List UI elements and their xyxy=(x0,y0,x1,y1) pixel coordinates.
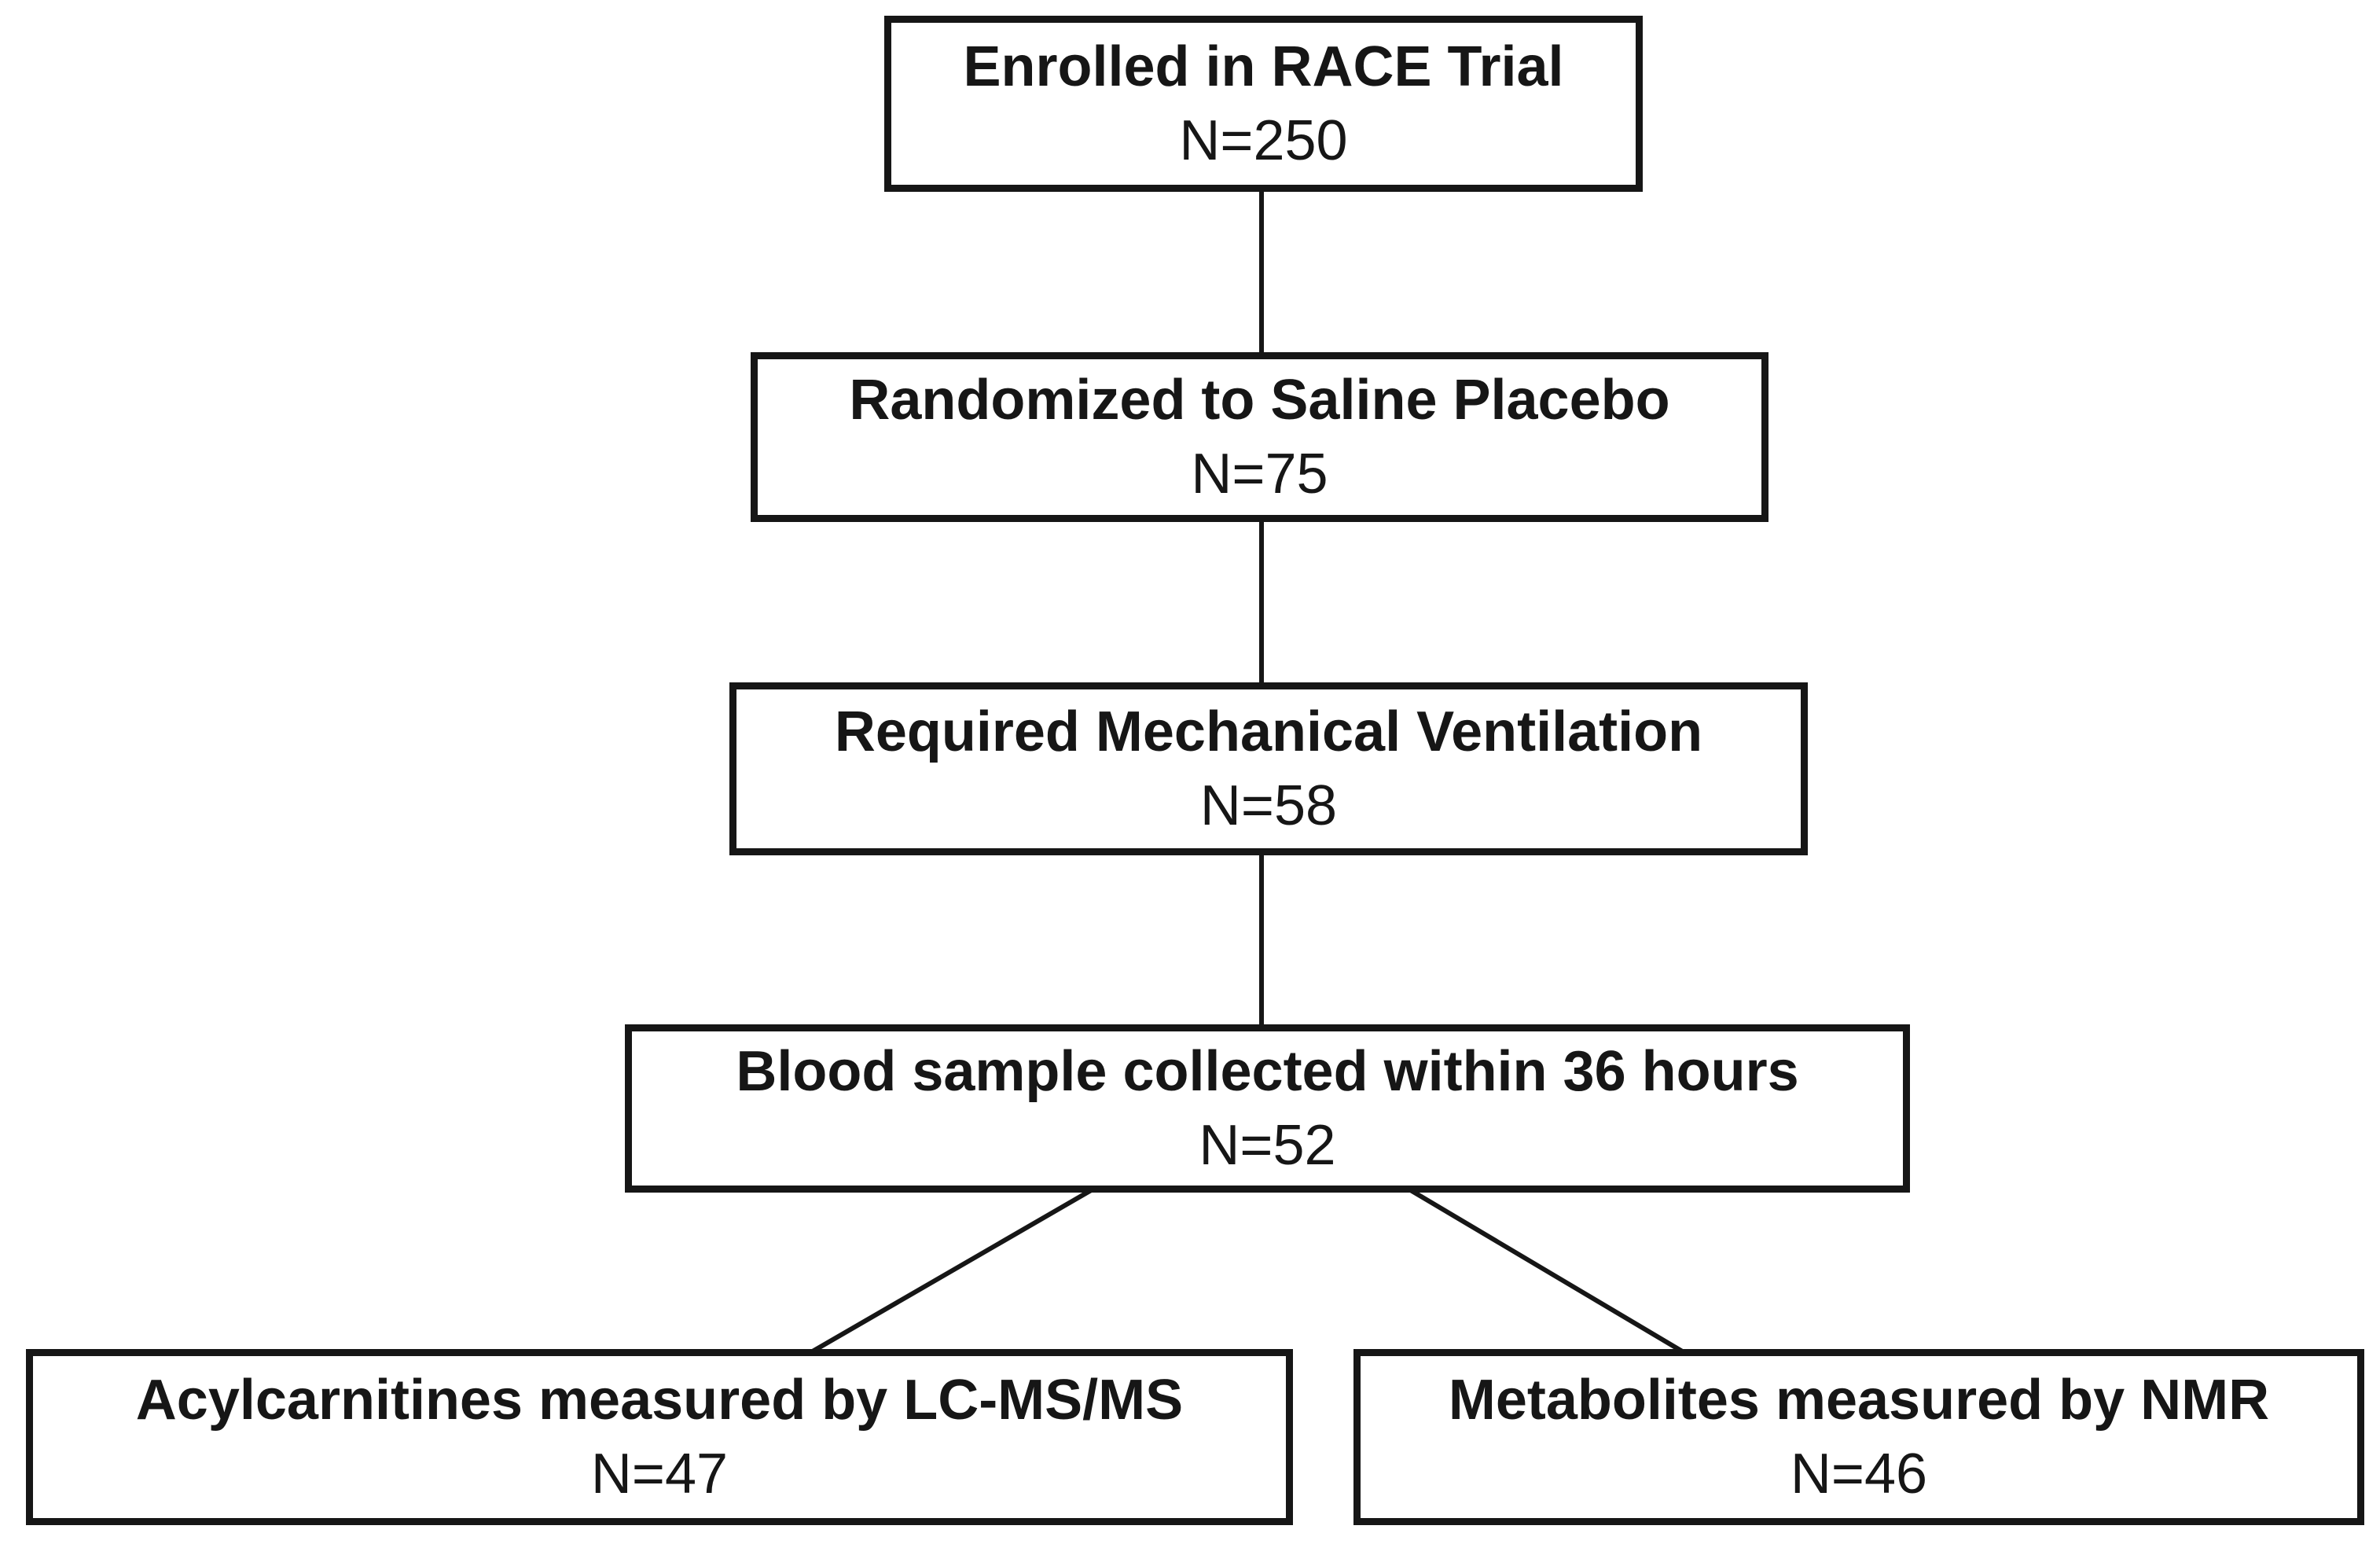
node-count: N=75 xyxy=(1191,443,1328,505)
node-label: Acylcarnitines measured by LC-MS/MS xyxy=(135,1369,1184,1432)
node-count: N=47 xyxy=(590,1443,729,1505)
node-label: Metabolites measured by NMR xyxy=(1448,1369,2270,1432)
connector-blood-sample-nmr xyxy=(1408,1187,1685,1355)
connector-blood-sample-lcmsms xyxy=(810,1187,1094,1355)
flow-node-lcmsms: Acylcarnitines measured by LC-MS/MS N=47 xyxy=(26,1349,1293,1525)
node-label: Randomized to Saline Placebo xyxy=(849,369,1670,432)
node-label: Blood sample collected within 36 hours xyxy=(736,1040,1799,1103)
flow-node-blood-sample: Blood sample collected within 36 hours N… xyxy=(625,1024,1910,1193)
flow-node-randomized: Randomized to Saline Placebo N=75 xyxy=(751,352,1768,522)
node-count: N=52 xyxy=(1199,1114,1336,1177)
node-count: N=250 xyxy=(1179,109,1348,172)
flow-node-nmr: Metabolites measured by NMR N=46 xyxy=(1353,1349,2364,1525)
node-label: Required Mechanical Ventilation xyxy=(834,700,1703,763)
node-count: N=58 xyxy=(1199,774,1338,837)
node-label: Enrolled in RACE Trial xyxy=(963,35,1564,98)
node-count: N=46 xyxy=(1790,1443,1928,1505)
flow-node-ventilation: Required Mechanical Ventilation N=58 xyxy=(729,682,1808,855)
flow-node-enrolled: Enrolled in RACE Trial N=250 xyxy=(884,16,1643,192)
